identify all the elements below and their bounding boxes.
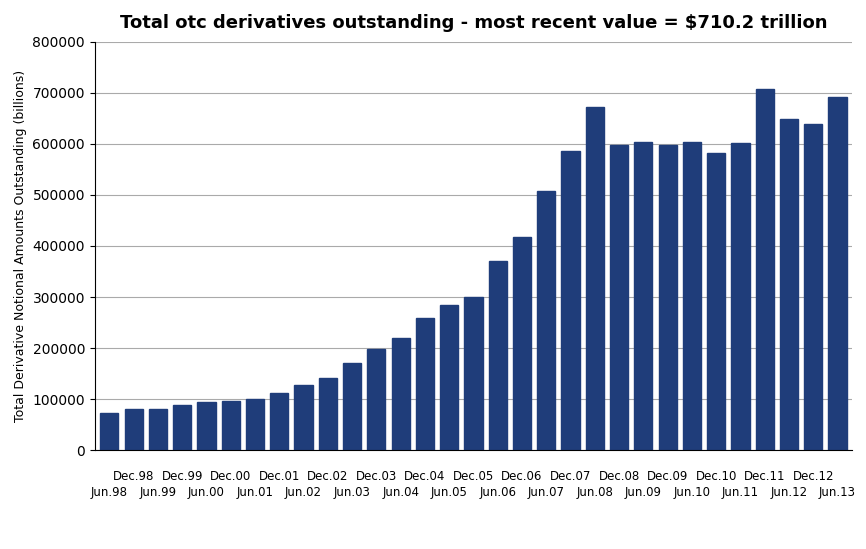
Text: Jun.99: Jun.99 <box>139 486 177 499</box>
Bar <box>732 143 750 450</box>
Text: Dec.08: Dec.08 <box>598 469 640 483</box>
Bar <box>707 153 726 450</box>
Bar <box>610 145 628 450</box>
Text: Dec.06: Dec.06 <box>501 469 543 483</box>
Bar <box>658 145 676 450</box>
Bar <box>197 402 216 450</box>
Bar <box>100 413 119 450</box>
Bar <box>343 363 361 450</box>
Bar <box>682 142 701 450</box>
Bar <box>780 119 798 450</box>
Bar <box>488 261 507 450</box>
Bar <box>173 405 191 450</box>
Bar <box>294 385 313 450</box>
Bar <box>440 305 458 450</box>
Text: Dec.07: Dec.07 <box>550 469 591 483</box>
Bar <box>319 378 337 450</box>
Text: Jun.07: Jun.07 <box>527 486 565 499</box>
Bar <box>464 297 482 450</box>
Bar <box>270 393 288 450</box>
Text: Dec.00: Dec.00 <box>210 469 251 483</box>
Text: Jun.11: Jun.11 <box>722 486 759 499</box>
Text: Dec.09: Dec.09 <box>647 469 688 483</box>
Bar <box>537 191 555 450</box>
Bar <box>829 97 847 450</box>
Bar <box>246 399 264 450</box>
Bar <box>805 124 823 450</box>
Text: Jun.06: Jun.06 <box>479 486 516 499</box>
Text: Dec.03: Dec.03 <box>356 469 397 483</box>
Text: Dec.10: Dec.10 <box>695 469 737 483</box>
Text: Jun.02: Jun.02 <box>285 486 322 499</box>
Text: Dec.02: Dec.02 <box>307 469 348 483</box>
Text: Jun.10: Jun.10 <box>674 486 710 499</box>
Text: Dec.11: Dec.11 <box>744 469 785 483</box>
Text: Jun.03: Jun.03 <box>333 486 371 499</box>
Text: Jun.09: Jun.09 <box>625 486 662 499</box>
Bar <box>561 151 579 450</box>
Text: Jun.13: Jun.13 <box>819 486 856 499</box>
Text: Dec.98: Dec.98 <box>113 469 154 483</box>
Text: Jun.01: Jun.01 <box>236 486 274 499</box>
Bar <box>125 410 143 450</box>
Bar <box>367 349 385 450</box>
Text: Jun.98: Jun.98 <box>91 486 128 499</box>
Bar <box>391 338 410 450</box>
Bar <box>634 142 652 450</box>
Text: Jun.00: Jun.00 <box>188 486 225 499</box>
Title: Total otc derivatives outstanding - most recent value = $710.2 trillion: Total otc derivatives outstanding - most… <box>120 14 827 32</box>
Bar <box>222 401 240 450</box>
Text: Jun.04: Jun.04 <box>382 486 419 499</box>
Text: Jun.05: Jun.05 <box>430 486 468 499</box>
Text: Dec.04: Dec.04 <box>404 469 446 483</box>
Bar <box>416 318 434 450</box>
Text: Dec.12: Dec.12 <box>792 469 834 483</box>
Bar <box>149 409 167 450</box>
Bar <box>585 107 604 450</box>
Y-axis label: Total Derivative Notional Amounts Outstanding (billions): Total Derivative Notional Amounts Outsta… <box>14 70 27 422</box>
Text: Dec.99: Dec.99 <box>161 469 203 483</box>
Text: Jun.12: Jun.12 <box>771 486 808 499</box>
Text: Jun.08: Jun.08 <box>577 486 613 499</box>
Text: Dec.01: Dec.01 <box>259 469 300 483</box>
Text: Dec.05: Dec.05 <box>453 469 494 483</box>
Bar <box>513 237 531 450</box>
Bar <box>756 89 774 450</box>
